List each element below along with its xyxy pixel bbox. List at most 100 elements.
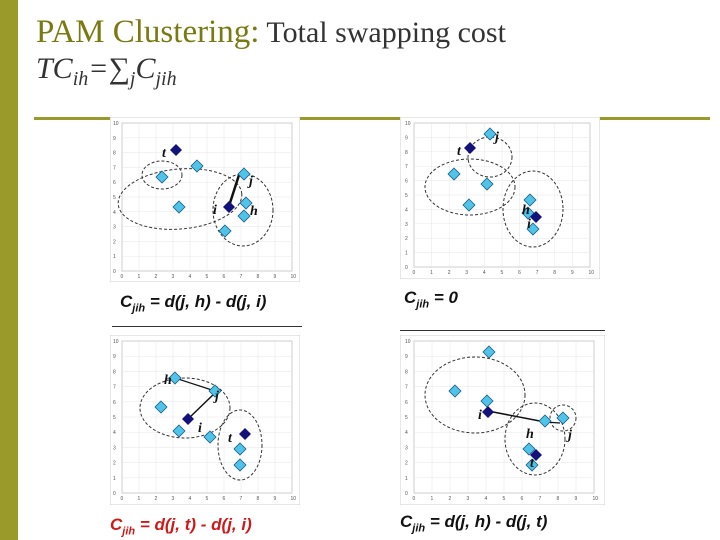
x-tick-label: 6	[223, 274, 226, 280]
label-j: j	[247, 174, 253, 189]
data-points-3	[154, 371, 247, 472]
y-tick-label: 2	[113, 239, 116, 245]
y-tick-label: 6	[113, 180, 116, 186]
y-tick-label: 0	[113, 491, 116, 497]
x-tick-label: 7	[240, 274, 243, 280]
y-tick-label: 4	[405, 430, 408, 436]
y-tick-label: 10	[113, 121, 119, 127]
title-part1: PAM Clustering:	[36, 14, 260, 50]
y-tick-label: 2	[405, 461, 408, 467]
x-tick-label: 9	[274, 274, 277, 280]
label-h: h	[522, 203, 530, 218]
label-j: j	[566, 428, 572, 443]
x-tick-label: 0	[121, 496, 124, 502]
medoids-3	[182, 413, 251, 440]
y-tick-label: 5	[405, 193, 408, 199]
x-tick-label: 1	[138, 274, 141, 280]
x-tick-label: 2	[448, 270, 451, 276]
label-t: t	[457, 144, 462, 159]
y-tick-label: 7	[405, 385, 408, 391]
label-i: i	[198, 421, 202, 436]
ticks-1: 0 10 1 9 2 8 3 7 4 6 5 5 6 4 7 3 8 2 9 1 10 0	[113, 121, 296, 280]
formula-case-3: Cjih = d(j, t) - d(j, i)	[110, 515, 252, 538]
label-h: h	[250, 204, 258, 219]
case-panel-2: 0 10 1 9 2 8 3 7 4 6 5 5 6 4 7 3 8 2 9 1 10 0 t i j h	[400, 117, 600, 279]
y-tick-label: 1	[113, 254, 116, 260]
y-tick-label: 10	[405, 339, 411, 345]
y-tick-label: 7	[405, 164, 408, 170]
medoids-4	[482, 406, 542, 461]
ticks-3: 0 10 1 9 2 8 3 7 4 6 5 5 6 4 7 3 8 2 9 1 10 0	[113, 339, 296, 502]
x-tick-label: 2	[155, 274, 158, 280]
x-tick-label: 3	[467, 496, 470, 502]
x-tick-label: 7	[240, 496, 243, 502]
x-tick-label: 2	[449, 496, 452, 502]
x-tick-label: 5	[503, 496, 506, 502]
x-tick-label: 3	[172, 274, 175, 280]
y-tick-label: 9	[113, 354, 116, 360]
x-tick-label: 6	[521, 496, 524, 502]
x-tick-label: 5	[501, 270, 504, 276]
x-tick-label: 6	[223, 496, 226, 502]
y-tick-label: 2	[405, 236, 408, 242]
scatter-plot-1: 0 10 1 9 2 8 3 7 4 6 5 5 6 4 7 3 8 2 9 1 10 0 t i j h	[110, 117, 300, 282]
y-tick-label: 1	[405, 251, 408, 257]
case-panel-1: 0 10 1 9 2 8 3 7 4 6 5 5 6 4 7 3 8 2 9 1 10 0 t i j h	[110, 117, 300, 282]
x-tick-label: 0	[413, 496, 416, 502]
x-tick-label: 9	[274, 496, 277, 502]
ticks-2: 0 10 1 9 2 8 3 7 4 6 5 5 6 4 7 3 8 2 9 1 10 0	[405, 121, 594, 276]
y-tick-label: 8	[405, 150, 408, 156]
x-tick-label: 4	[485, 496, 488, 502]
x-tick-label: 4	[483, 270, 486, 276]
x-tick-label: 10	[593, 496, 599, 502]
label-h: h	[164, 373, 172, 388]
y-tick-label: 0	[113, 269, 116, 275]
y-tick-label: 9	[405, 135, 408, 141]
y-tick-label: 6	[113, 400, 116, 406]
scatter-plot-4: 0 10 1 9 2 8 3 7 4 6 5 5 6 4 7 3 8 2 9 1 10 0 i h j t	[400, 335, 605, 505]
x-tick-label: 8	[257, 274, 260, 280]
label-i: i	[527, 217, 531, 232]
label-h: h	[526, 427, 534, 442]
x-tick-label: 5	[206, 496, 209, 502]
x-tick-label: 0	[121, 274, 124, 280]
case-panel-3: 0 10 1 9 2 8 3 7 4 6 5 5 6 4 7 3 8 2 9 1 10 0 h i j t	[110, 335, 300, 505]
case-panel-4: 0 10 1 9 2 8 3 7 4 6 5 5 6 4 7 3 8 2 9 1 10 0 i h j t	[400, 335, 605, 505]
scatter-plot-2: 0 10 1 9 2 8 3 7 4 6 5 5 6 4 7 3 8 2 9 1 10 0 t i j h	[400, 117, 600, 279]
medoids-2	[464, 142, 542, 223]
y-tick-label: 10	[405, 121, 411, 127]
x-tick-label: 1	[431, 496, 434, 502]
y-tick-label: 4	[113, 430, 116, 436]
y-tick-label: 1	[113, 476, 116, 482]
label-t: t	[228, 431, 233, 446]
y-tick-label: 2	[113, 461, 116, 467]
formula-case-1: Cjih = d(j, h) - d(j, i)	[120, 292, 267, 315]
y-tick-label: 8	[113, 369, 116, 375]
y-tick-label: 5	[113, 415, 116, 421]
x-tick-label: 3	[172, 496, 175, 502]
label-t: t	[530, 456, 535, 471]
y-tick-label: 9	[405, 354, 408, 360]
x-tick-label: 10	[291, 496, 297, 502]
formula-underline-2	[400, 330, 605, 331]
y-tick-label: 9	[113, 136, 116, 142]
ticks-4: 0 10 1 9 2 8 3 7 4 6 5 5 6 4 7 3 8 2 9 1 10 0	[405, 339, 598, 502]
y-tick-label: 3	[113, 225, 116, 231]
x-tick-label: 8	[557, 496, 560, 502]
x-tick-label: 5	[206, 274, 209, 280]
y-tick-label: 1	[405, 476, 408, 482]
y-tick-label: 6	[405, 179, 408, 185]
label-i: i	[213, 203, 217, 218]
medoids-1	[170, 144, 235, 213]
x-tick-label: 1	[430, 270, 433, 276]
y-tick-label: 6	[405, 400, 408, 406]
x-tick-label: 8	[553, 270, 556, 276]
title-formula: TCih=∑jCjih	[36, 51, 177, 90]
accent-sidebar	[0, 0, 18, 540]
y-tick-label: 5	[405, 415, 408, 421]
y-tick-label: 4	[405, 207, 408, 213]
data-points-1	[155, 159, 253, 238]
x-tick-label: 9	[571, 270, 574, 276]
scatter-plot-3: 0 10 1 9 2 8 3 7 4 6 5 5 6 4 7 3 8 2 9 1 10 0 h i j t	[110, 335, 300, 505]
y-tick-label: 10	[113, 339, 119, 345]
